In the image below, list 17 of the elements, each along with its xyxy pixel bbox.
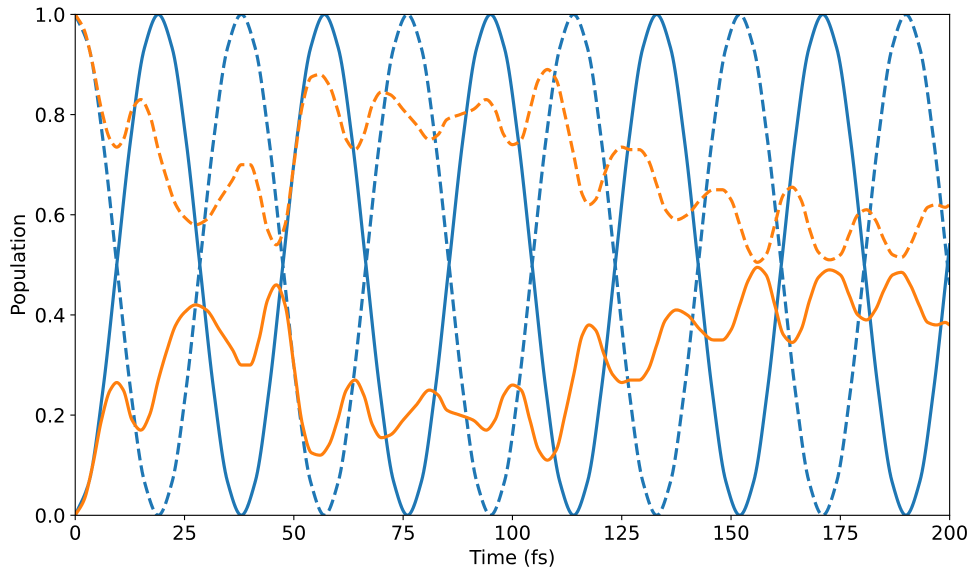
x-tick-label: 125: [605, 525, 639, 540]
y-axis-title: Population: [10, 215, 30, 314]
x-tick-label: 75: [392, 526, 414, 540]
y-tick-label: 0.6: [36, 208, 64, 222]
y-tick-label: 0.4: [36, 308, 64, 323]
x-tick-label: 0: [70, 525, 80, 540]
x-tick-label: 150: [714, 525, 748, 540]
y-tick-label: 0.2: [36, 408, 64, 423]
x-tick-label: 175: [824, 526, 858, 540]
y-tick-label: 0.0: [36, 508, 64, 523]
x-tick-label: 50: [282, 525, 305, 540]
y-tick-label: 0.8: [36, 108, 64, 122]
x-tick-label: 25: [174, 525, 196, 540]
y-tick-label: 1.0: [36, 7, 64, 22]
x-tick-label: 100: [496, 525, 530, 540]
x-tick-label: 200: [932, 525, 967, 540]
x-axis-title: Time (fs): [469, 549, 554, 567]
